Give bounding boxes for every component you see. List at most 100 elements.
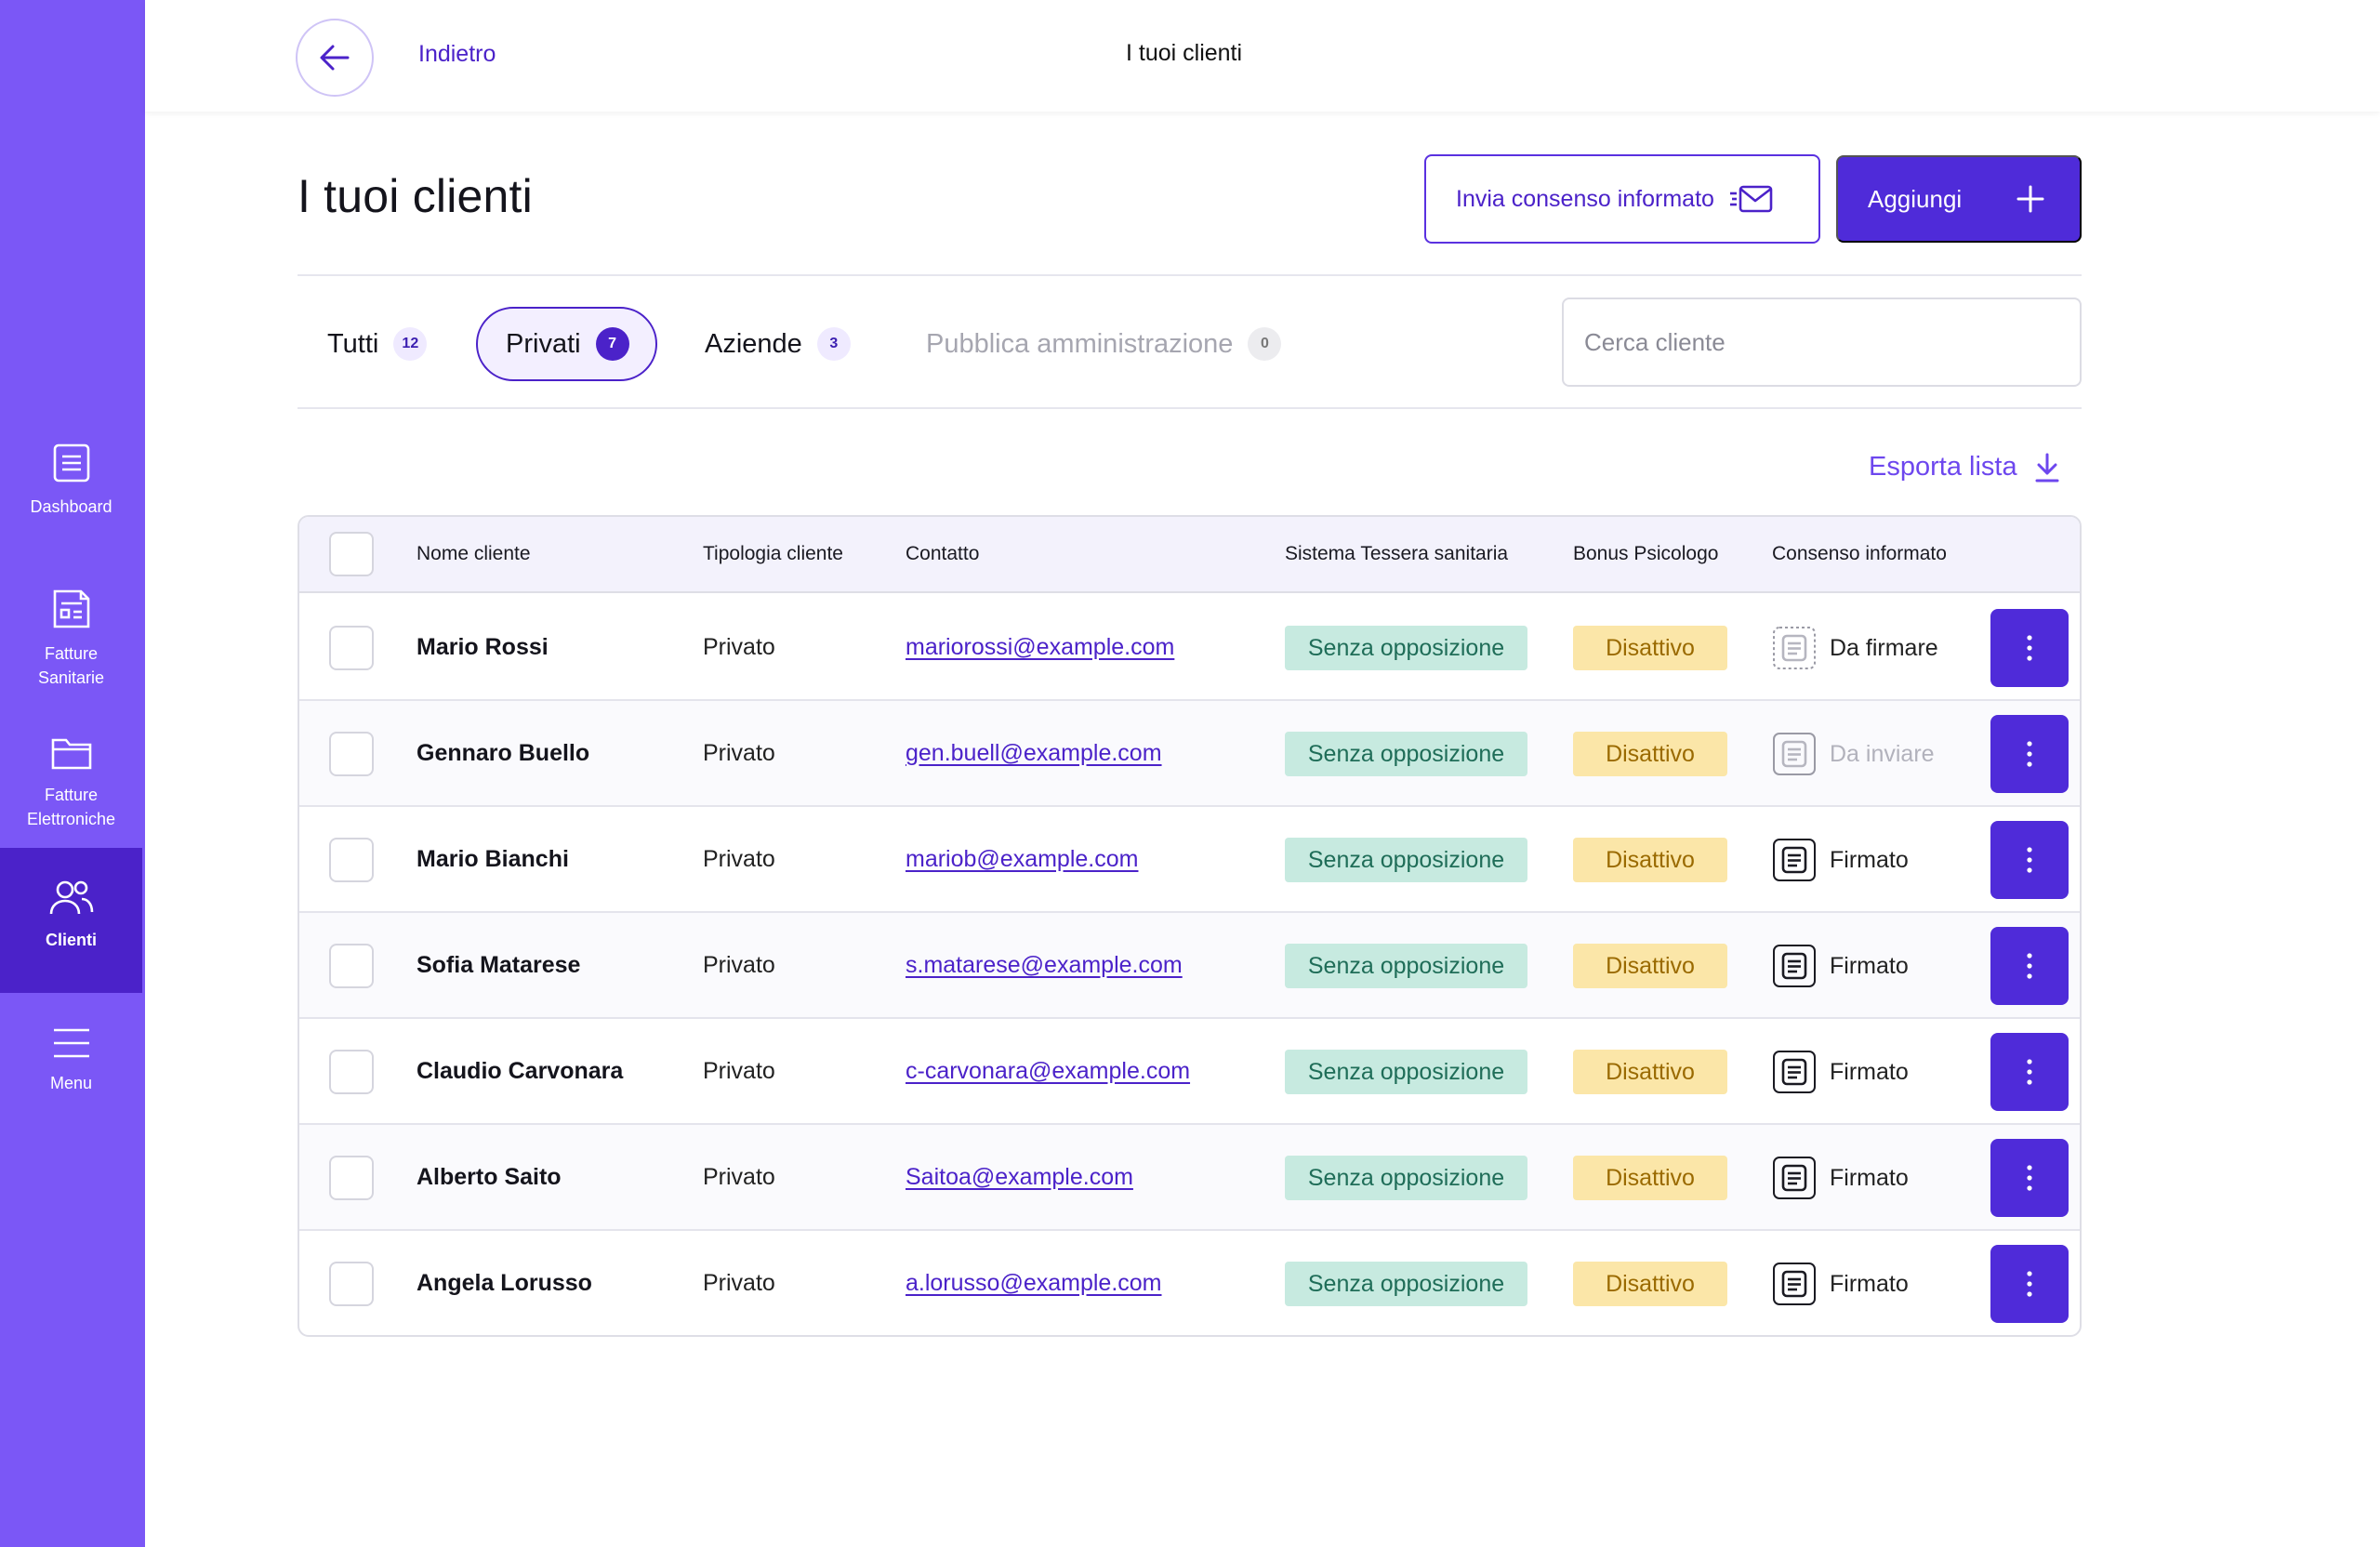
row-checkbox[interactable]	[329, 1050, 374, 1094]
back-link[interactable]: Indietro	[418, 41, 496, 67]
consent-status: Firmato	[1772, 1262, 1909, 1306]
tab-privati[interactable]: Privati 7	[476, 307, 657, 381]
row-actions-button[interactable]	[1990, 1033, 2069, 1111]
table-header: Nome cliente Tipologia cliente Contatto …	[299, 517, 2080, 593]
arrow-left-icon	[320, 45, 350, 71]
ts-status-badge: Senza opposizione	[1285, 626, 1527, 670]
page-title: I tuoi clienti	[298, 170, 533, 222]
tabs-divider	[298, 407, 2082, 409]
consent-document-icon	[1773, 627, 1816, 669]
consent-status: Firmato	[1772, 838, 1909, 882]
client-email-link[interactable]: gen.buell@example.com	[906, 740, 1162, 766]
row-checkbox[interactable]	[329, 1262, 374, 1306]
sidebar-item-fatture-sanitarie[interactable]: Fatture Sanitarie	[0, 588, 142, 690]
sidebar-item-label: Fatture Sanitarie	[37, 644, 105, 687]
bonus-status-badge: Disattivo	[1573, 732, 1727, 776]
consent-status-label: Da inviare	[1830, 740, 1935, 767]
bonus-status-badge: Disattivo	[1573, 1156, 1727, 1200]
tab-tutti[interactable]: Tutti 12	[327, 307, 428, 381]
search-input[interactable]	[1562, 298, 2082, 387]
more-vertical-icon	[2027, 741, 2032, 767]
document-icon	[53, 443, 89, 483]
row-checkbox[interactable]	[329, 1156, 374, 1200]
consent-document-icon	[1773, 733, 1816, 775]
row-actions-button[interactable]	[1990, 1245, 2069, 1323]
sidebar-item-menu[interactable]: Menu	[0, 1026, 142, 1095]
table-row[interactable]: Gennaro Buello Privato gen.buell@example.c…	[299, 701, 2080, 807]
tab-count-badge: 12	[393, 327, 428, 361]
client-name: Mario Bianchi	[416, 846, 569, 872]
more-vertical-icon	[2027, 1059, 2032, 1085]
row-actions-button[interactable]	[1990, 715, 2069, 793]
table-row[interactable]: Sofia Matarese Privato s.matarese@example.…	[299, 913, 2080, 1019]
plus-icon	[2016, 185, 2044, 213]
send-mail-icon	[1729, 185, 1773, 213]
ts-status-badge: Senza opposizione	[1285, 732, 1527, 776]
more-vertical-icon	[2027, 1271, 2032, 1297]
tab-count-badge: 0	[1248, 327, 1282, 361]
row-checkbox[interactable]	[329, 732, 374, 776]
header-divider	[298, 274, 2082, 276]
ts-status-badge: Senza opposizione	[1285, 1156, 1527, 1200]
tab-label: Pubblica amministrazione	[926, 328, 1234, 359]
client-type: Privato	[703, 846, 775, 872]
row-checkbox[interactable]	[329, 838, 374, 882]
client-type: Privato	[703, 952, 775, 978]
sidebar-item-fatture-elettroniche[interactable]: Fatture Elettroniche	[0, 734, 142, 831]
bonus-status-badge: Disattivo	[1573, 1050, 1727, 1094]
clients-table: Nome cliente Tipologia cliente Contatto …	[298, 515, 2082, 1337]
row-actions-button[interactable]	[1990, 1139, 2069, 1217]
ts-status-badge: Senza opposizione	[1285, 1050, 1527, 1094]
table-row[interactable]: Angela Lorusso Privato a.lorusso@example.c…	[299, 1231, 2080, 1335]
table-row[interactable]: Alberto Saito Privato Saitoa@example.com Se…	[299, 1125, 2080, 1231]
tab-aziende[interactable]: Aziende 3	[705, 307, 851, 381]
back-button[interactable]	[296, 19, 374, 97]
row-actions-button[interactable]	[1990, 821, 2069, 899]
consent-status: Firmato	[1772, 944, 1909, 988]
export-list-button[interactable]: Esporta lista	[1869, 452, 2060, 483]
client-type: Privato	[703, 1058, 775, 1084]
send-consent-label: Invia consenso informato	[1456, 185, 1714, 212]
add-client-button[interactable]: Aggiungi	[1836, 155, 2082, 243]
row-actions-button[interactable]	[1990, 927, 2069, 1005]
consent-status: Firmato	[1772, 1050, 1909, 1094]
column-header-bonus: Bonus Psicologo	[1573, 543, 1719, 564]
client-email-link[interactable]: Saitoa@example.com	[906, 1164, 1133, 1190]
consent-status-label: Firmato	[1830, 1058, 1909, 1085]
row-actions-button[interactable]	[1990, 609, 2069, 687]
client-email-link[interactable]: a.lorusso@example.com	[906, 1270, 1162, 1296]
client-name: Alberto Saito	[416, 1164, 562, 1190]
table-row[interactable]: Claudio Carvonara Privato c-carvonara@exam…	[299, 1019, 2080, 1125]
consent-status: Da inviare	[1772, 732, 1935, 776]
ts-status-badge: Senza opposizione	[1285, 838, 1527, 882]
tab-pubblica-amministrazione[interactable]: Pubblica amministrazione 0	[926, 307, 1282, 381]
client-email-link[interactable]: c-carvonara@example.com	[906, 1058, 1191, 1084]
more-vertical-icon	[2027, 953, 2032, 979]
sidebar-item-clienti[interactable]: Clienti	[0, 848, 142, 993]
bonus-status-badge: Disattivo	[1573, 626, 1727, 670]
select-all-checkbox[interactable]	[329, 532, 374, 576]
bonus-status-badge: Disattivo	[1573, 1262, 1727, 1306]
row-checkbox[interactable]	[329, 626, 374, 670]
tab-label: Aziende	[705, 328, 802, 359]
sidebar-item-label: Clienti	[45, 931, 97, 949]
table-row[interactable]: Mario Bianchi Privato mariob@example.com Se…	[299, 807, 2080, 913]
client-type: Privato	[703, 1270, 775, 1296]
consent-document-icon	[1773, 1157, 1816, 1199]
sidebar-item-dashboard[interactable]: Dashboard	[0, 443, 142, 519]
top-bar-title: I tuoi clienti	[1126, 40, 1243, 66]
client-email-link[interactable]: mariob@example.com	[906, 846, 1139, 872]
column-header-name: Nome cliente	[416, 543, 531, 564]
sidebar-item-label: Fatture Elettroniche	[26, 786, 116, 828]
client-name: Mario Rossi	[416, 634, 549, 660]
more-vertical-icon	[2027, 847, 2032, 873]
client-email-link[interactable]: mariorossi@example.com	[906, 634, 1175, 660]
table-row[interactable]: Mario Rossi Privato mariorossi@example.com…	[299, 595, 2080, 701]
row-checkbox[interactable]	[329, 944, 374, 988]
consent-document-icon	[1773, 1263, 1816, 1305]
client-email-link[interactable]: s.matarese@example.com	[906, 952, 1183, 978]
send-consent-button[interactable]: Invia consenso informato	[1424, 154, 1820, 244]
tab-label: Privati	[506, 328, 581, 359]
top-bar: Indietro I tuoi clienti	[145, 0, 2380, 112]
hamburger-icon	[53, 1028, 89, 1058]
